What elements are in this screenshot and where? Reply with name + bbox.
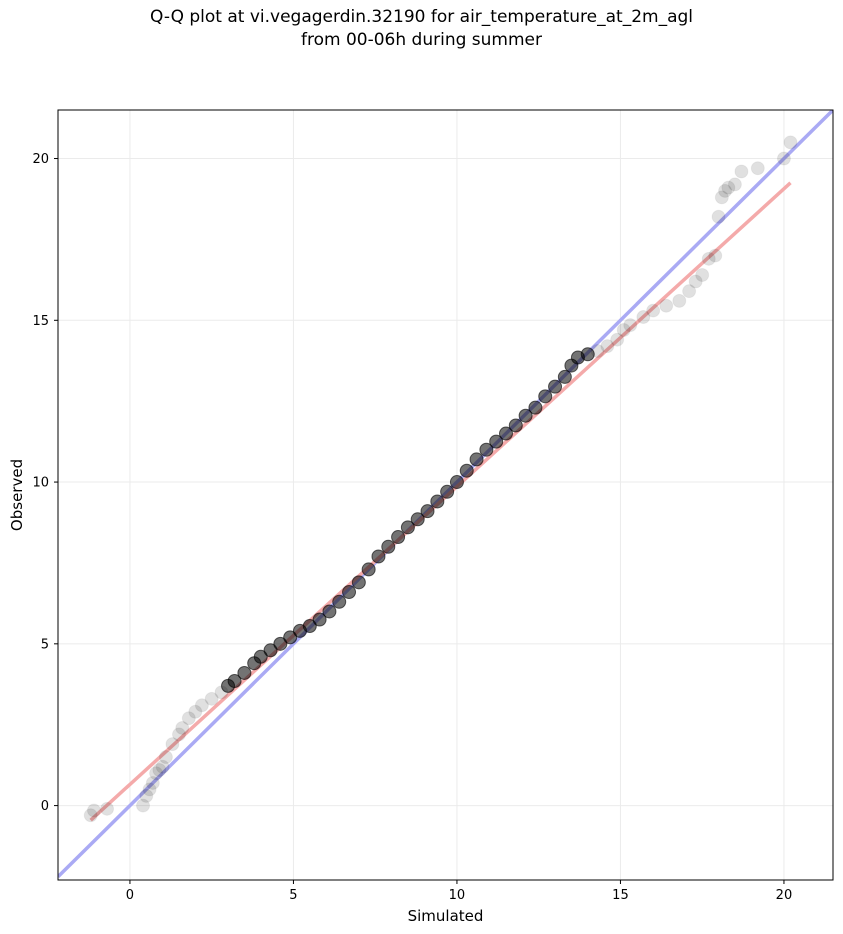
- data-point: [194, 698, 209, 713]
- data-point: [750, 161, 765, 176]
- data-point: [253, 649, 268, 664]
- data-point: [149, 766, 164, 781]
- y-tick-label: 5: [41, 637, 49, 652]
- data-point: [682, 284, 697, 299]
- y-axis-label: Observed: [8, 459, 26, 531]
- data-point: [237, 665, 252, 680]
- data-point: [136, 798, 151, 813]
- data-point: [227, 674, 242, 689]
- data-point: [175, 720, 190, 735]
- data-point: [283, 630, 298, 645]
- data-point: [721, 180, 736, 195]
- y-tick-label: 20: [32, 152, 49, 167]
- data-point: [155, 759, 170, 774]
- data-point: [528, 400, 543, 415]
- data-point: [469, 452, 484, 467]
- x-tick-label: 5: [289, 888, 297, 903]
- data-point: [332, 594, 347, 609]
- data-point: [646, 303, 661, 318]
- data-point: [100, 801, 115, 816]
- data-point: [590, 344, 605, 359]
- data-point: [188, 704, 203, 719]
- data-point: [701, 251, 716, 266]
- data-point: [204, 691, 219, 706]
- grid: [58, 110, 833, 880]
- data-point: [623, 318, 638, 333]
- data-point: [580, 347, 595, 362]
- plot-area: [58, 110, 833, 879]
- data-point: [659, 298, 674, 313]
- data-point: [273, 636, 288, 651]
- data-point: [440, 484, 455, 499]
- data-point: [263, 643, 278, 658]
- data-point: [776, 151, 791, 166]
- y-tick-label: 0: [41, 799, 49, 814]
- x-axis-label: Simulated: [408, 907, 484, 925]
- data-point: [557, 369, 572, 384]
- data-point: [489, 434, 504, 449]
- data-point: [371, 549, 386, 564]
- data-point: [145, 775, 160, 790]
- data-point: [610, 332, 625, 347]
- data-point: [165, 737, 180, 752]
- data-point: [381, 539, 396, 554]
- data-point: [420, 504, 435, 519]
- data-point: [171, 727, 186, 742]
- data-point: [783, 135, 798, 150]
- data-point: [616, 323, 631, 337]
- data-point: [479, 442, 494, 457]
- data-point: [400, 520, 415, 535]
- y-tick-label: 10: [32, 476, 49, 491]
- data-point: [430, 494, 445, 509]
- y-tick-label: 15: [32, 314, 49, 329]
- data-point: [459, 463, 474, 478]
- data-point: [672, 293, 687, 308]
- data-point: [695, 268, 710, 282]
- data-point: [158, 750, 173, 765]
- data-point: [83, 808, 98, 823]
- data-point: [688, 274, 703, 289]
- data-point: [181, 711, 196, 726]
- data-point: [342, 585, 357, 600]
- data-point: [714, 190, 729, 205]
- chart-title-line-1: Q-Q plot at vi.vegagerdin.32190 for air_…: [149, 7, 694, 27]
- data-point: [538, 389, 553, 404]
- data-point: [548, 379, 563, 394]
- data-point: [139, 788, 154, 803]
- data-point: [636, 310, 651, 325]
- chart-title-line-2: from 00-06h during summer: [301, 30, 542, 50]
- data-point: [361, 562, 376, 577]
- plot-frame: [57, 109, 834, 881]
- data-point: [322, 604, 337, 619]
- data-point: [508, 418, 523, 433]
- data-point: [718, 183, 733, 198]
- data-point: [152, 763, 167, 777]
- data-point: [142, 782, 157, 797]
- x-tick-label: 15: [612, 888, 629, 903]
- data-point: [449, 475, 464, 490]
- x-tick-label: 0: [126, 888, 134, 903]
- data-point: [600, 339, 615, 354]
- x-tick-label: 10: [449, 888, 466, 903]
- axis-ticks: 0 5 10 15 20 0 5 10 15 20: [32, 152, 792, 903]
- data-point: [351, 575, 366, 590]
- x-tick-label: 20: [776, 888, 793, 903]
- data-point: [312, 612, 327, 627]
- data-point: [410, 512, 425, 527]
- data-point: [391, 530, 406, 545]
- data-point: [734, 164, 749, 179]
- data-point: [302, 619, 317, 634]
- data-point: [708, 248, 723, 263]
- data-point: [518, 408, 533, 423]
- data-point: [727, 177, 742, 192]
- data-point: [498, 426, 513, 441]
- chart-title: Q-Q plot at vi.vegagerdin.32190 for air_…: [0, 6, 843, 52]
- data-point: [86, 803, 101, 818]
- data-point: [711, 209, 726, 224]
